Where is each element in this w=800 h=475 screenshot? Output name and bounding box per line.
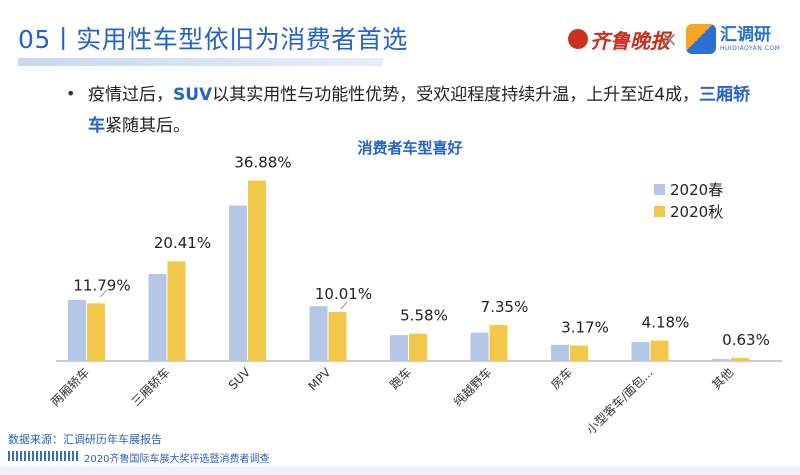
data-label-2: 36.88% <box>234 154 291 172</box>
bullet-part-2: 以其实用性与功能性优势，受欢迎程度持续升温，上升至近4成， <box>212 85 700 105</box>
bar-2020春-0 <box>68 299 86 361</box>
bar-2020秋-7 <box>650 340 669 361</box>
bullet-highlight-sedan: 三厢轿车 <box>88 85 751 136</box>
bar-2020春-4 <box>390 335 408 361</box>
huidiaoyan-logo-icon <box>686 24 716 54</box>
category-label-3: MPV <box>305 365 334 394</box>
bar-2020秋-8 <box>731 357 749 361</box>
footer-band <box>0 466 800 475</box>
bar-2020秋-2 <box>248 180 266 361</box>
bar-2020春-1 <box>148 273 167 361</box>
bar-2020春-6 <box>551 344 569 361</box>
data-label-5: 7.35% <box>481 298 529 316</box>
page-title: 05丨实用性车型依旧为消费者首选 <box>18 25 408 54</box>
data-label-1: 20.41% <box>154 234 211 252</box>
seal-icon <box>568 29 588 49</box>
legend-label-1: 2020秋 <box>670 203 723 221</box>
data-label-6: 3.17% <box>561 318 609 336</box>
bar-2020秋-6 <box>570 345 588 361</box>
qilu-evening-logo: 齐鲁晚报 <box>568 22 670 56</box>
data-label-3: 10.01% <box>315 285 372 303</box>
brand-right-text: 汇调研 <box>720 24 771 45</box>
category-label-2: SUV <box>226 365 254 393</box>
data-label-8: 0.63% <box>722 331 770 349</box>
data-label-4: 5.58% <box>400 307 448 325</box>
legend-swatch-0 <box>654 184 665 195</box>
data-label-7: 4.18% <box>642 314 690 332</box>
bar-2020春-2 <box>229 205 247 361</box>
chart-title: 消费者车型喜好 <box>357 139 462 157</box>
data-source: 数据来源：汇调研历年车展报告 <box>8 433 162 446</box>
footer-note: 2020齐鲁国际车展大奖评选暨消费者调查 <box>84 454 270 465</box>
category-label-0: 两厢轿车 <box>48 365 93 410</box>
bar-2020春-5 <box>470 332 489 361</box>
bullet-text: 疫情过后，SUV以其实用性与功能性优势，受欢迎程度持续升温，上升至近4成，三厢轿… <box>88 80 760 142</box>
category-label-5: 纯越野车 <box>450 365 495 410</box>
bullet-dot-icon: • <box>66 84 76 103</box>
bar-2020秋-4 <box>409 333 427 361</box>
bar-2020春-8 <box>712 359 730 361</box>
bar-2020秋-0 <box>87 303 105 361</box>
category-label-7: 小型客车/面包... <box>583 365 655 437</box>
bullet-highlight-suv: SUV <box>173 85 213 105</box>
category-label-1: 三厢轿车 <box>128 365 173 410</box>
leader-line-0 <box>99 289 108 298</box>
bullet-part-3: 紧随其后。 <box>105 116 190 136</box>
brand-left-text: 齐鲁晚报 <box>590 28 670 53</box>
bar-2020春-3 <box>309 306 328 361</box>
category-label-4: 跑车 <box>387 365 415 393</box>
bar-2020秋-5 <box>489 325 508 361</box>
footer-decoration <box>8 451 78 461</box>
bar-2020春-7 <box>631 341 650 361</box>
brand-right-en: HUIDIAOYAN.COM <box>720 44 781 52</box>
data-label-0: 11.79% <box>73 276 130 294</box>
bar-2020秋-3 <box>328 312 347 361</box>
leader-line-3 <box>340 301 348 310</box>
bullet-part-1: 疫情过后， <box>88 85 173 105</box>
category-label-6: 房车 <box>548 365 576 393</box>
bar-2020秋-1 <box>167 261 186 361</box>
category-label-8: 其他 <box>709 365 736 392</box>
brand-separator: × <box>661 27 678 51</box>
legend-swatch-1 <box>654 206 665 217</box>
legend-label-0: 2020春 <box>670 181 723 199</box>
title-underline <box>18 58 383 66</box>
huidiaoyan-logo: 汇调研 HUIDIAOYAN.COM <box>686 22 780 56</box>
